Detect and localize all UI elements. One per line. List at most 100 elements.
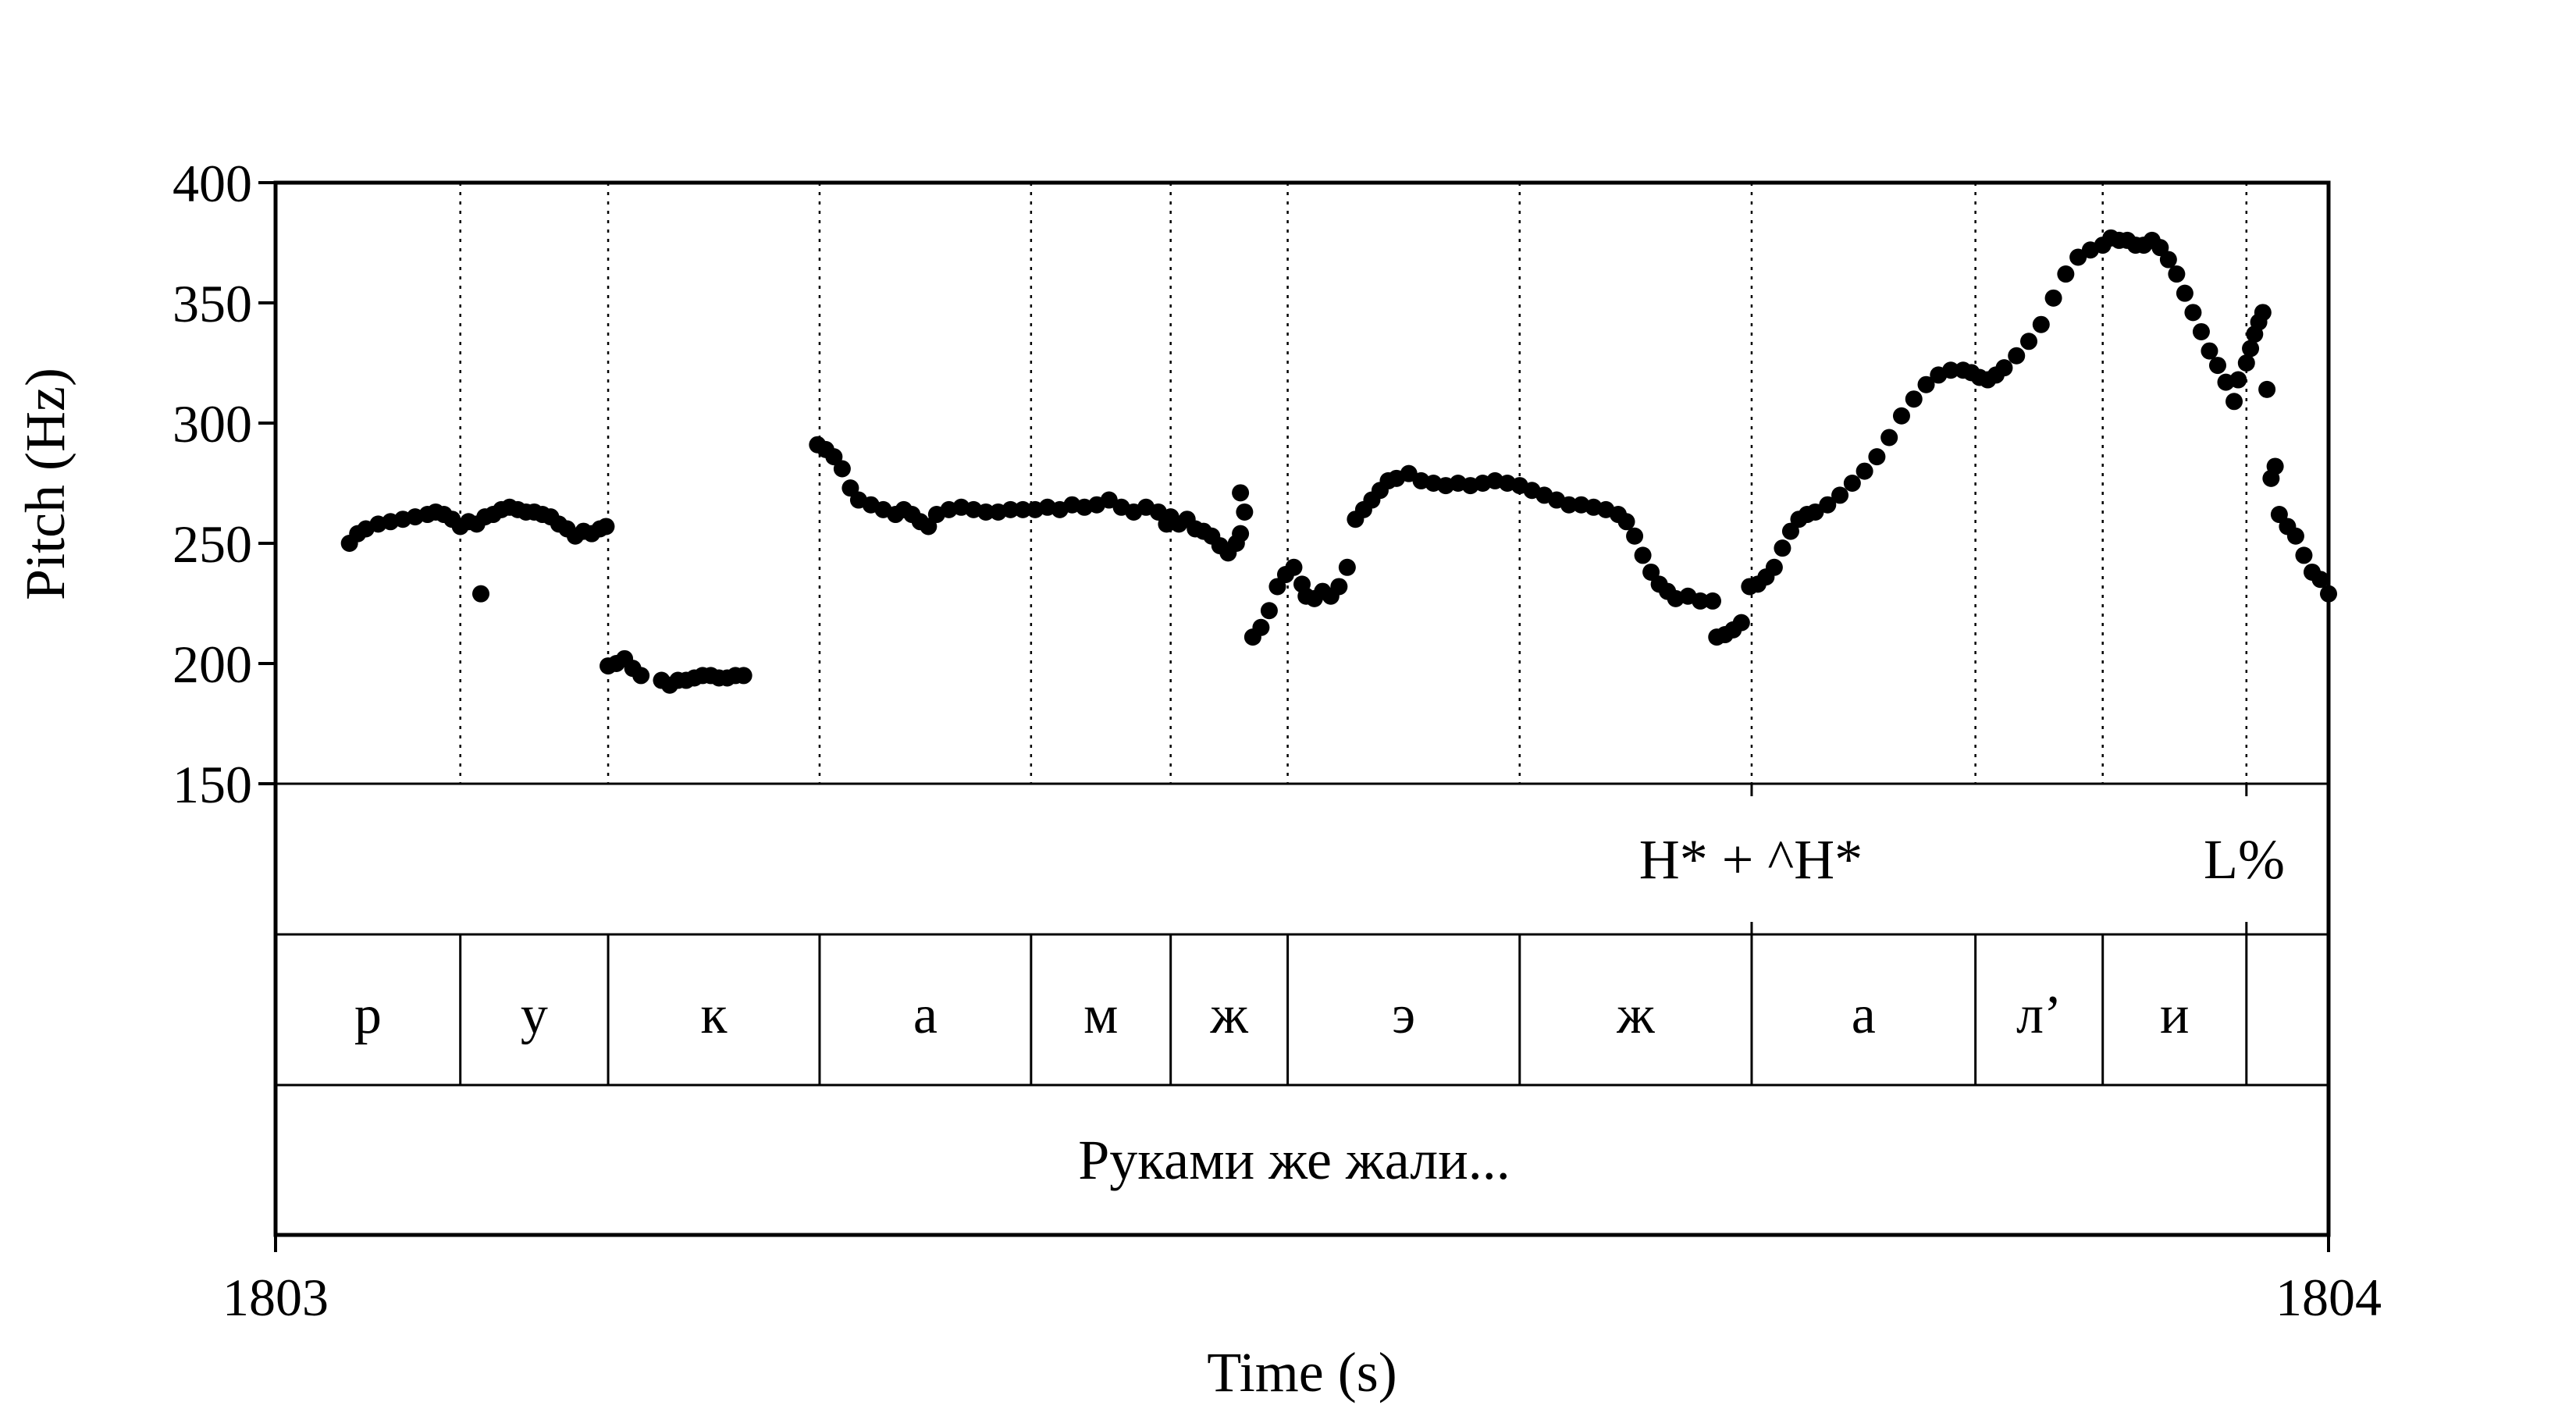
pitch-point	[2020, 333, 2038, 350]
segment-label: и	[2160, 985, 2189, 1045]
pitch-point	[2295, 546, 2313, 564]
pitch-point	[2151, 239, 2169, 257]
pitch-point	[1917, 375, 1935, 393]
segment-label: э	[1392, 985, 1415, 1045]
pitch-point	[1158, 515, 1176, 533]
pitch-point	[2226, 393, 2243, 411]
pitch-point	[1856, 462, 1873, 480]
pitch-point	[2258, 380, 2276, 398]
y-tick-label: 300	[173, 394, 252, 454]
pitch-point	[1831, 486, 1849, 504]
segment-label: а	[913, 985, 938, 1045]
pitch-point	[841, 479, 859, 497]
sentence-label: Руками же жали...	[1078, 1129, 1510, 1191]
pitch-point	[2254, 304, 2272, 322]
y-axis: 400 350 300 250 200 150	[173, 154, 276, 814]
pitch-points	[340, 229, 2337, 694]
pitch-point	[2229, 371, 2247, 389]
pitch-point	[1634, 546, 1652, 564]
pitch-point	[1002, 500, 1019, 518]
pitch-point	[1330, 578, 1348, 596]
pitch-point	[2176, 284, 2194, 302]
tone-label-nuclear: H* + ^H*	[1639, 828, 1863, 891]
pitch-point	[1338, 558, 1356, 576]
tone-label-boundary: L%	[2204, 828, 2285, 891]
pitch-point	[1880, 429, 1898, 447]
pitch-point	[1560, 496, 1578, 514]
pitch-point	[1765, 558, 1783, 576]
pitch-point	[977, 503, 994, 521]
pitch-point	[1626, 527, 1644, 545]
y-axis-title: Pitch (Hz)	[14, 368, 76, 600]
pitch-point	[825, 448, 843, 466]
y-tick-label: 250	[173, 514, 252, 574]
pitch-point	[2237, 354, 2255, 372]
plot-border	[273, 180, 2331, 1237]
pitch-point	[1868, 448, 1886, 466]
segment-tier: р у к а м ж э ж а л’ и	[354, 985, 2190, 1045]
pitch-point	[1942, 361, 1960, 379]
y-tick-label: 200	[173, 635, 252, 694]
x-axis-title: Time (s)	[1207, 1341, 1397, 1404]
pitch-point	[2057, 265, 2075, 283]
segment-label: ж	[1616, 985, 1655, 1045]
x-tick-label-start: 1803	[222, 1268, 329, 1327]
pitch-point	[1252, 618, 1270, 636]
pitch-point	[1732, 614, 1750, 632]
segment-boundaries	[459, 183, 2248, 1085]
pitch-point	[632, 667, 650, 685]
pitch-point	[1843, 475, 1861, 492]
pitch-point	[1285, 558, 1303, 576]
pitch-point	[2311, 571, 2329, 589]
pitch-point	[1692, 592, 1710, 610]
pitch-point	[1617, 513, 1635, 531]
pitch-point	[1819, 496, 1837, 514]
pitch-point	[2320, 585, 2337, 603]
y-tick-label: 400	[173, 154, 252, 213]
pitch-point	[2168, 265, 2186, 283]
pitch-point	[472, 585, 489, 603]
pitch-point	[2270, 506, 2288, 524]
y-tick-label: 150	[173, 755, 252, 814]
segment-label: л’	[2016, 985, 2062, 1045]
pitch-point	[2201, 342, 2218, 360]
x-axis: 1803 1804	[222, 1235, 2382, 1327]
chart-frame	[273, 180, 2331, 1237]
x-tick-label-end: 1804	[2275, 1268, 2382, 1327]
pitch-point	[1232, 525, 1250, 543]
pitch-point	[833, 460, 851, 478]
pitch-point	[1995, 359, 2013, 377]
pitch-point	[1781, 522, 1799, 540]
segment-label: а	[1852, 985, 1876, 1045]
pitch-point	[1236, 503, 1254, 521]
segment-label: у	[521, 985, 548, 1045]
pitch-point	[2208, 357, 2226, 375]
pitch-point	[1014, 500, 1032, 518]
pitch-point	[920, 518, 938, 535]
tone-tier: H* + ^H* L%	[1639, 828, 2285, 891]
pitch-point	[2266, 457, 2284, 475]
pitch-point	[1905, 390, 1923, 408]
pitch-point	[2184, 304, 2202, 322]
pitch-point	[2032, 315, 2050, 333]
y-tick-label: 350	[173, 274, 252, 333]
pitch-point	[735, 667, 753, 685]
pitch-point	[2044, 289, 2062, 307]
pitch-point	[2159, 251, 2177, 269]
pitch-point	[2286, 527, 2304, 545]
pitch-point	[1704, 592, 1721, 610]
pitch-point	[2008, 347, 2026, 365]
pitch-point	[1260, 602, 1278, 620]
pitch-point	[1268, 578, 1286, 596]
pitch-point	[2192, 322, 2210, 340]
segment-label: м	[1083, 985, 1118, 1045]
pitch-point	[1892, 407, 1910, 425]
pitch-point	[597, 518, 615, 535]
pitch-point	[2242, 340, 2260, 358]
segment-label: ж	[1209, 985, 1248, 1045]
pitch-point	[1774, 539, 1791, 557]
segment-label: р	[354, 985, 382, 1045]
pitch-point	[1232, 484, 1250, 502]
